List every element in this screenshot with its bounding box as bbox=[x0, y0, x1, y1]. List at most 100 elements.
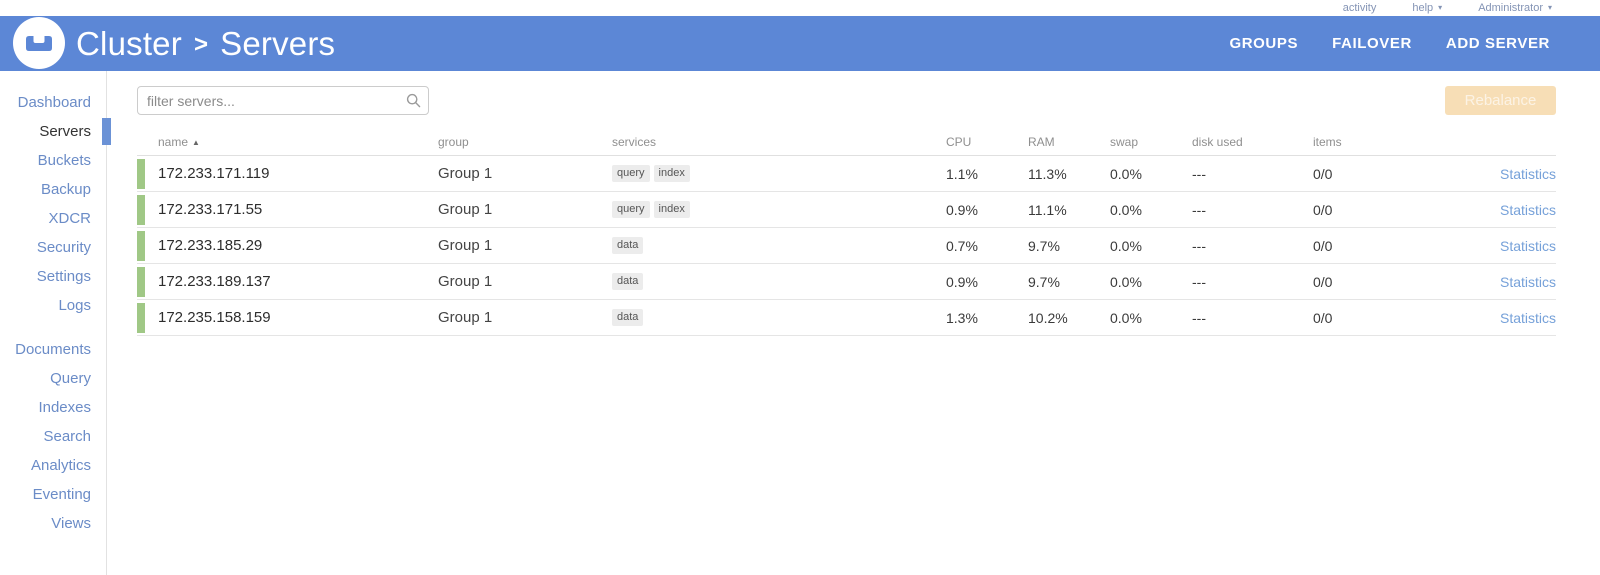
table-row[interactable]: 172.233.185.29 Group 1 data 0.7% 9.7% 0.0% ---… bbox=[137, 228, 1556, 264]
row-status-cell bbox=[137, 266, 158, 297]
statistics-link[interactable]: Statistics bbox=[1499, 309, 1556, 326]
server-ram: 11.1% bbox=[1028, 201, 1067, 218]
row-status-cell bbox=[137, 194, 158, 225]
server-name[interactable]: 172.233.171.55 bbox=[158, 201, 263, 218]
sidebar-item-eventing[interactable]: Eventing bbox=[32, 486, 91, 503]
server-cpu: 1.1% bbox=[946, 165, 978, 182]
server-group: Group 1 bbox=[438, 165, 493, 182]
sidebar-item-buckets[interactable]: Buckets bbox=[37, 152, 91, 169]
sidebar: Dashboard Servers Buckets Backup XDCR Securit… bbox=[0, 71, 111, 575]
table-row[interactable]: 172.233.171.55 Group 1 query index 0.9% 11.1%… bbox=[137, 192, 1556, 228]
header-action-add-server[interactable]: ADD SERVER bbox=[1445, 35, 1550, 52]
couchbase-logo-icon bbox=[13, 16, 65, 69]
table-row[interactable]: 172.233.171.119 Group 1 query index 1.1% 11.3… bbox=[137, 156, 1556, 192]
service-badge-index: index bbox=[653, 201, 690, 218]
server-swap: 0.0% bbox=[1110, 273, 1142, 290]
app-header: Cluster > Servers GROUPS FAILOVER ADD SERV… bbox=[0, 16, 1600, 71]
statistics-link[interactable]: Statistics bbox=[1499, 273, 1556, 290]
column-header-name[interactable]: name ▲ bbox=[158, 135, 438, 149]
header-action-groups[interactable]: GROUPS bbox=[1229, 35, 1299, 52]
service-badge-index: index bbox=[653, 165, 690, 182]
column-header-cpu[interactable]: CPU bbox=[946, 134, 972, 149]
row-status-cell bbox=[137, 230, 158, 261]
server-swap: 0.0% bbox=[1110, 165, 1142, 182]
server-disk-used: --- bbox=[1192, 201, 1206, 218]
search-icon bbox=[406, 93, 421, 108]
server-ram: 10.2% bbox=[1028, 309, 1068, 326]
content-wrap: Dashboard Servers Buckets Backup XDCR Securit… bbox=[0, 71, 1600, 575]
help-label: help bbox=[1412, 2, 1434, 14]
user-menu[interactable]: Administrator ▾ bbox=[1478, 1, 1552, 15]
sidebar-item-documents[interactable]: Documents bbox=[15, 341, 91, 358]
server-name[interactable]: 172.233.189.137 bbox=[158, 273, 271, 290]
rebalance-label: Rebalance bbox=[1464, 92, 1537, 109]
server-items: 0/0 bbox=[1313, 165, 1333, 182]
server-items: 0/0 bbox=[1313, 237, 1333, 254]
table-row[interactable]: 172.235.158.159 Group 1 data 1.3% 10.2% 0.0% -… bbox=[137, 300, 1556, 336]
server-name[interactable]: 172.233.171.119 bbox=[158, 165, 270, 182]
header-action-failover[interactable]: FAILOVER bbox=[1332, 35, 1412, 52]
activity-link[interactable]: activity bbox=[1343, 1, 1377, 15]
column-header-group[interactable]: group bbox=[438, 134, 469, 149]
sidebar-item-servers[interactable]: Servers bbox=[0, 117, 111, 146]
sidebar-item-indexes[interactable]: Indexes bbox=[38, 399, 91, 416]
server-items: 0/0 bbox=[1313, 273, 1333, 290]
server-services: data bbox=[612, 273, 946, 290]
server-healthy-indicator bbox=[137, 158, 145, 189]
sidebar-item-search[interactable]: Search bbox=[43, 428, 91, 445]
server-services: query index bbox=[612, 201, 946, 218]
statistics-link[interactable]: Statistics bbox=[1499, 165, 1556, 182]
user-label: Administrator bbox=[1478, 2, 1543, 14]
service-badge-query: query bbox=[612, 201, 650, 218]
main-panel: Rebalance name▲ group services CPU RAM s… bbox=[107, 71, 1600, 575]
rebalance-button[interactable]: Rebalance bbox=[1445, 86, 1556, 115]
server-name[interactable]: 172.233.185.29 bbox=[158, 237, 263, 254]
server-swap: 0.0% bbox=[1110, 309, 1142, 326]
row-status-cell bbox=[137, 158, 158, 189]
server-disk-used: --- bbox=[1192, 273, 1206, 290]
server-ram: 9.7% bbox=[1028, 237, 1060, 254]
column-header-disk-used[interactable]: disk used bbox=[1192, 134, 1243, 149]
sidebar-item-logs[interactable]: Logs bbox=[58, 297, 91, 314]
sidebar-item-views[interactable]: Views bbox=[51, 515, 91, 532]
server-healthy-indicator bbox=[137, 194, 145, 225]
sidebar-item-settings[interactable]: Settings bbox=[36, 268, 91, 285]
toolbar: Rebalance bbox=[137, 86, 1556, 128]
server-disk-used: --- bbox=[1192, 237, 1206, 254]
sidebar-item-query[interactable]: Query bbox=[50, 370, 91, 387]
breadcrumb-root[interactable]: Cluster bbox=[76, 24, 182, 62]
server-cpu: 0.9% bbox=[946, 273, 978, 290]
server-group: Group 1 bbox=[438, 309, 493, 326]
server-healthy-indicator bbox=[137, 302, 145, 333]
server-items: 0/0 bbox=[1313, 201, 1333, 218]
column-header-name-label: name bbox=[158, 134, 189, 149]
sidebar-item-security[interactable]: Security bbox=[36, 239, 91, 256]
server-cpu: 0.9% bbox=[946, 201, 978, 218]
server-name[interactable]: 172.235.158.159 bbox=[158, 309, 271, 326]
filter-servers-input[interactable] bbox=[137, 86, 429, 115]
statistics-link[interactable]: Statistics bbox=[1499, 201, 1556, 218]
server-disk-used: --- bbox=[1192, 165, 1206, 182]
server-group: Group 1 bbox=[438, 237, 493, 254]
service-badge-data: data bbox=[612, 309, 644, 326]
sidebar-item-analytics[interactable]: Analytics bbox=[30, 457, 91, 474]
column-header-swap[interactable]: swap bbox=[1110, 134, 1139, 149]
sidebar-group-2: Documents Query Indexes Search Analytics Even… bbox=[0, 335, 106, 538]
column-header-items[interactable]: items bbox=[1313, 134, 1342, 149]
top-strip: activity help ▾ Administrator ▾ bbox=[0, 0, 1600, 16]
column-header-services[interactable]: services bbox=[612, 134, 657, 149]
statistics-link[interactable]: Statistics bbox=[1499, 237, 1556, 254]
server-ram: 9.7% bbox=[1028, 273, 1060, 290]
sidebar-group-1: Dashboard Servers Buckets Backup XDCR Securit… bbox=[0, 88, 111, 320]
server-cpu: 0.7% bbox=[946, 237, 978, 254]
sidebar-item-dashboard[interactable]: Dashboard bbox=[17, 94, 91, 111]
column-header-ram[interactable]: RAM bbox=[1028, 134, 1055, 149]
row-status-cell bbox=[137, 302, 158, 333]
help-menu[interactable]: help ▾ bbox=[1412, 1, 1442, 15]
sidebar-item-xdcr[interactable]: XDCR bbox=[48, 210, 91, 227]
table-row[interactable]: 172.233.189.137 Group 1 data 0.9% 9.7% 0.0% --… bbox=[137, 264, 1556, 300]
server-group: Group 1 bbox=[438, 273, 493, 290]
chevron-down-icon: ▾ bbox=[1547, 3, 1552, 12]
service-badge-query: query bbox=[612, 165, 650, 182]
sidebar-item-backup[interactable]: Backup bbox=[40, 181, 91, 198]
